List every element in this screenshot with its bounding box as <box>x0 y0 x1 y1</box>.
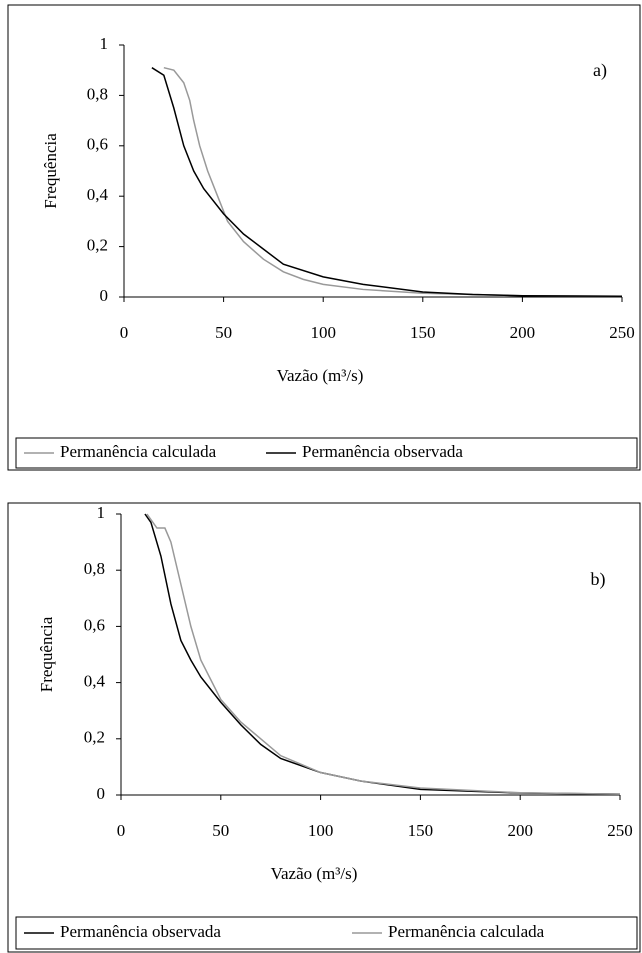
x-tick-label: 0 <box>117 821 126 840</box>
series-line <box>144 513 621 795</box>
x-tick-label: 100 <box>310 323 336 342</box>
series-line <box>151 67 623 297</box>
y-tick-label: 0 <box>97 784 106 803</box>
x-tick-label: 150 <box>410 323 436 342</box>
annotation: a) <box>593 60 607 81</box>
y-axis-label: Frequência <box>37 616 56 692</box>
legend-label: Permanência calculada <box>388 922 545 941</box>
y-tick-label: 0 <box>100 286 109 305</box>
chart-frame <box>7 502 641 953</box>
x-axis-label: Vazão (m³/s) <box>271 864 358 883</box>
x-tick-label: 50 <box>212 821 229 840</box>
annotation: b) <box>591 569 606 590</box>
y-tick-label: 0,8 <box>87 84 108 103</box>
y-tick-label: 0,4 <box>84 672 106 691</box>
legend-label: Permanência observada <box>302 442 463 461</box>
x-tick-label: 200 <box>507 821 533 840</box>
x-axis-label: Vazão (m³/s) <box>277 366 364 385</box>
legend-label: Permanência calculada <box>60 442 217 461</box>
series-line <box>163 66 623 297</box>
x-tick-label: 0 <box>120 323 129 342</box>
y-tick-label: 0,6 <box>84 615 105 634</box>
chart-frame <box>7 4 641 471</box>
y-tick-label: 0,4 <box>87 185 109 204</box>
x-tick-label: 100 <box>308 821 334 840</box>
y-axis-label: Frequência <box>41 133 60 209</box>
legend-box <box>15 916 638 950</box>
x-tick-label: 200 <box>510 323 536 342</box>
y-tick-label: 1 <box>100 34 109 53</box>
legend-box <box>15 437 638 469</box>
x-tick-label: 150 <box>408 821 434 840</box>
x-tick-label: 50 <box>215 323 232 342</box>
x-tick-label: 250 <box>607 821 633 840</box>
y-tick-label: 0,6 <box>87 135 108 154</box>
x-tick-label: 250 <box>609 323 635 342</box>
legend-label: Permanência observada <box>60 922 221 941</box>
y-tick-label: 0,2 <box>84 728 105 747</box>
y-tick-label: 1 <box>97 503 106 522</box>
y-tick-label: 0,8 <box>84 559 105 578</box>
series-line <box>146 513 621 795</box>
y-tick-label: 0,2 <box>87 236 108 255</box>
